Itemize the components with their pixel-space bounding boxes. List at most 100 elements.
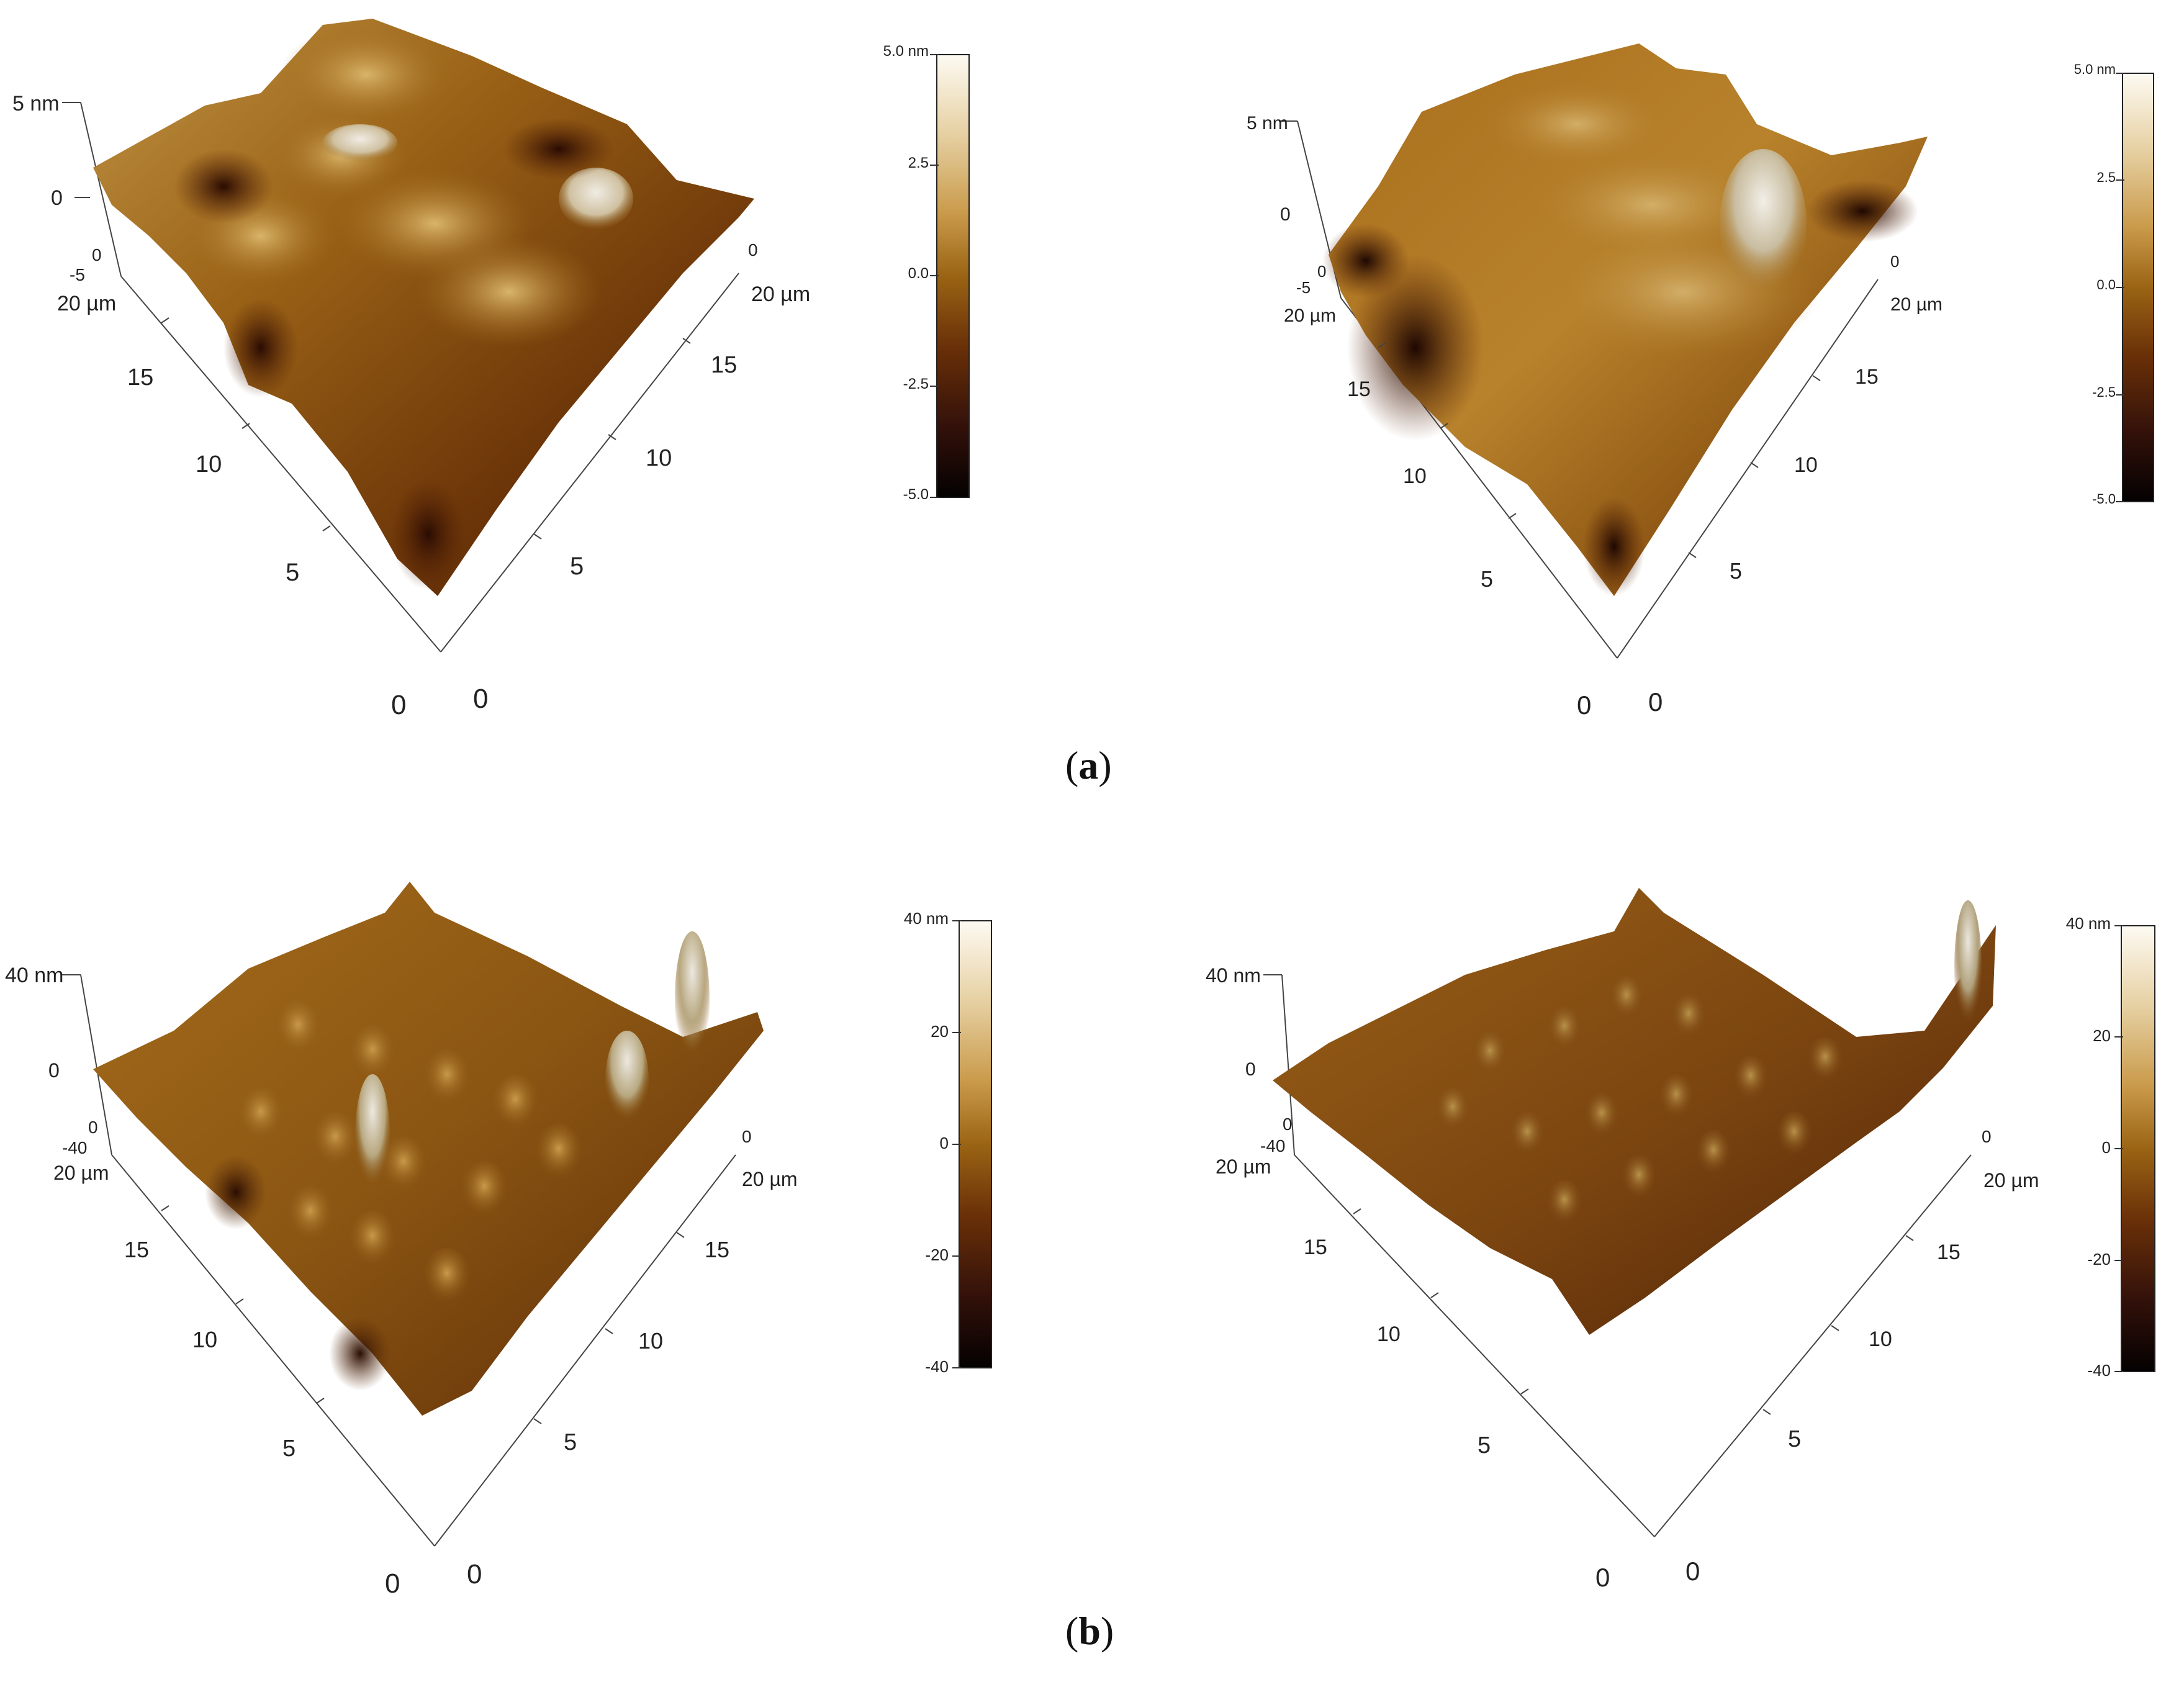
caption-b: (b) [1065,1609,1114,1653]
colorbar-lower-label: -20 [925,1246,949,1264]
x-axis-tick-10: 10 [646,445,672,471]
y-axis-tick-10: 10 [196,451,222,477]
y-axis-tick-5: 5 [286,559,299,586]
x-axis-start-label: 0 [473,684,488,714]
colorbar-gradient [959,920,992,1368]
colorbar-mid-label: 0 [939,1134,949,1152]
x-axis-tick-5: 5 [564,1429,577,1455]
x-axis-end-label: 20 µm [1890,294,1943,315]
colorbar-bottom-label: -40 [2087,1361,2111,1380]
surface-texture [1322,81,1918,596]
x-axis-tick-5: 5 [570,553,584,580]
x-axis-origin-label: 0 [742,1127,752,1146]
x-axis-origin-label: 0 [1982,1127,1992,1146]
colorbar-top-label: 5.0 nm [2073,61,2116,77]
colorbar-bottom-label: -40 [925,1357,949,1376]
axis-ticks [1378,342,1821,558]
afm-panel-a-right: 5 nm 0 -5 0 20 µm 15 10 5 0 0 20 µm 15 1… [1142,0,2184,745]
colorbar-upper-label: 2.5 [908,155,929,171]
colorbar-upper-label: 2.5 [2096,170,2116,185]
y-axis-tick-5: 5 [1481,566,1493,592]
y-axis-tick-10: 10 [1403,464,1427,488]
y-axis-origin-label: 0 [1283,1115,1293,1134]
y-axis-tick-5: 5 [1478,1432,1491,1458]
z-axis-mid-label: 0 [48,1059,60,1082]
x-axis-start-label: 0 [467,1559,482,1589]
colorbar-bottom-label: -5.0 [903,486,929,503]
colorbar-gradient [936,54,970,498]
y-axis-end-label: 20 µm [1216,1155,1271,1178]
y-axis-start-label: 0 [1595,1563,1610,1592]
y-axis-tick-5: 5 [282,1436,296,1462]
y-axis-end-label: 20 µm [1284,305,1336,326]
y-axis-start-label: 0 [1577,690,1591,720]
colorbar-gradient [2121,925,2155,1372]
afm-surface [1273,888,1996,1335]
afm-3d-surface-plot: 40 nm 0 -40 0 20 µm 15 10 5 0 0 20 µm 15… [1206,888,2039,1592]
y-axis-end-label: 20 µm [57,292,116,315]
z-axis-mid-label: 0 [1280,204,1291,225]
axis-ticks [161,1205,685,1424]
x-axis-end-label: 20 µm [742,1168,798,1190]
colorbar-lower-label: -20 [2087,1250,2111,1268]
x-axis-tick-15: 15 [705,1237,729,1262]
colorbar-mid-label: 0.0 [2096,277,2116,292]
axis-frame [1263,974,1972,1537]
afm-3d-surface-plot: 5 nm 0 -5 0 20 µm 15 10 5 0 0 20 µm 15 1… [1247,43,1943,720]
y-axis-origin-label: 0 [1317,262,1326,281]
colorbar: 40 nm 20 0 -20 -40 [2036,914,2173,1380]
x-axis-tick-15: 15 [1937,1241,1961,1264]
y-axis-start-label: 0 [385,1568,400,1599]
x-axis-tick-5: 5 [1788,1426,1801,1452]
colorbar-lower-label: -2.5 [2092,384,2116,400]
x-axis-origin-label: 0 [748,240,758,260]
afm-panel-b-left: 40 nm 0 -40 0 20 µm 15 10 5 0 0 20 µm 15… [0,844,993,1614]
y-axis-tick-15: 15 [124,1237,149,1262]
z-axis-top-label: 5 nm [1247,113,1288,133]
colorbar-mid-label: 0 [2101,1138,2111,1157]
axis-ticks [161,317,691,540]
z-axis-mid-label: 0 [1245,1059,1256,1080]
axis-frame [62,102,739,653]
x-axis-tick-10: 10 [638,1328,663,1354]
x-axis-end-label: 20 µm [1983,1169,2039,1191]
y-axis-start-label: 0 [391,690,406,720]
afm-surface [93,882,764,1416]
x-axis-tick-5: 5 [1730,558,1742,584]
x-axis-tick-10: 10 [1794,453,1818,477]
colorbar-upper-label: 20 [931,1022,949,1041]
y-axis-origin-label: 0 [92,245,102,265]
y-axis-tick-15: 15 [127,364,153,391]
surface-texture [174,25,633,590]
afm-panel-a-left: 5 nm 0 -5 0 20 µm 15 10 5 0 0 20 µm 15 1… [0,0,970,745]
colorbar: 5.0 nm 2.5 0.0 -2.5 -5.0 [2030,61,2173,512]
colorbar-bottom-label: -5.0 [2092,491,2116,507]
y-axis-end-label: 20 µm [53,1162,109,1184]
z-axis-top-label: 40 nm [1206,964,1261,987]
afm-3d-surface-plot: 5 nm 0 -5 0 20 µm 15 10 5 0 0 20 µm 15 1… [12,19,810,720]
axis-ticks [1353,1208,1914,1415]
x-axis-origin-label: 0 [1890,252,1899,271]
y-axis-tick-10: 10 [1377,1323,1401,1346]
colorbar-upper-label: 20 [2093,1026,2111,1045]
y-axis-origin-label: 0 [88,1118,98,1137]
x-axis-tick-10: 10 [1869,1327,1892,1351]
colorbar-mid-label: 0.0 [908,265,929,282]
caption-a: (a) [1065,743,1112,787]
z-axis-bottom-label: -5 [70,265,85,284]
x-axis-tick-15: 15 [711,352,737,378]
x-axis-end-label: 20 µm [751,283,810,306]
y-axis-tick-15: 15 [1347,378,1371,401]
axis-frame [62,974,736,1547]
z-axis-bottom-label: -5 [1296,278,1311,297]
z-axis-top-label: 5 nm [12,92,60,115]
colorbar-lower-label: -2.5 [903,376,929,392]
z-axis-mid-label: 0 [51,186,63,210]
y-axis-tick-15: 15 [1304,1236,1327,1259]
afm-panel-b-right: 40 nm 0 -40 0 20 µm 15 10 5 0 0 20 µm 15… [1142,844,2184,1614]
x-axis-start-label: 0 [1685,1557,1700,1586]
colorbar-top-label: 5.0 nm [883,43,929,60]
colorbar: 5.0 nm 2.5 0.0 -2.5 -5.0 [844,43,993,506]
surface-texture [1434,900,1982,1229]
x-axis-tick-15: 15 [1855,365,1879,389]
